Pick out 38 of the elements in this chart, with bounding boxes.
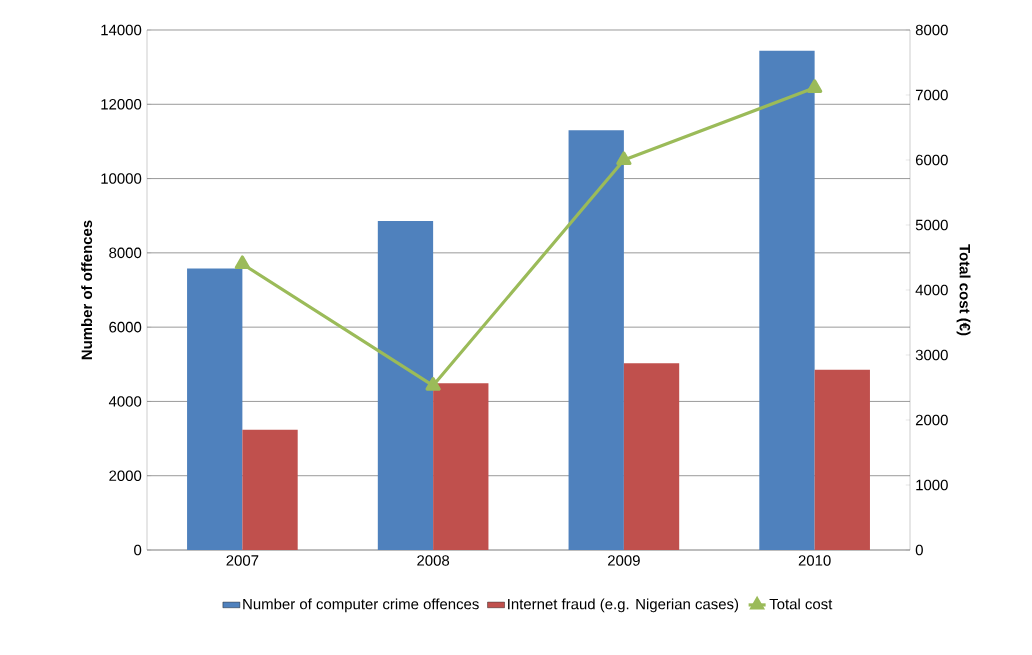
bar — [814, 369, 870, 550]
y2-tick-label: 4000 — [915, 284, 948, 296]
bar — [377, 220, 434, 550]
y2-tick-label: 8000 — [915, 24, 948, 36]
y2-tick-label: 6000 — [915, 154, 948, 166]
y-axis-title: Number of offences — [81, 220, 93, 360]
y2-tick-label: 1000 — [916, 479, 948, 491]
point — [425, 376, 441, 391]
bar — [187, 268, 243, 550]
y2-tick-label: 5000 — [915, 219, 948, 231]
x-tick-label: 2007 — [226, 555, 259, 566]
y2-tick-label: 3000 — [915, 349, 948, 361]
bar — [759, 50, 815, 550]
x-tick-label: 2008 — [417, 555, 450, 566]
point — [616, 151, 632, 166]
x-tick-label: 2010 — [798, 555, 831, 566]
y-tick-label: 6000 — [109, 321, 142, 333]
y-tick-label: 4000 — [108, 396, 142, 407]
y-tick-label: 12000 — [101, 98, 142, 110]
y2-tick-label: 0 — [915, 544, 923, 556]
bar — [623, 363, 680, 550]
bar — [242, 429, 298, 550]
bar — [568, 130, 624, 550]
y-tick-label: 2000 — [109, 470, 142, 481]
point — [234, 255, 251, 270]
y2-tick-label: 2000 — [915, 414, 948, 426]
y-tick-label: 8000 — [109, 247, 142, 259]
legend-label: Number of computer crime offences — [243, 598, 479, 613]
legend-label: Total cost — [769, 598, 833, 610]
bar — [433, 383, 489, 550]
y2-axis-title: Total cost (€) — [956, 244, 971, 336]
point — [806, 79, 823, 93]
y-tick-label: 14000 — [101, 24, 142, 36]
y-tick-label: 10000 — [101, 173, 142, 184]
y2-tick-label: 7000 — [915, 89, 948, 101]
y-tick-label: 0 — [134, 544, 142, 556]
x-tick-label: 2009 — [608, 555, 640, 566]
legend-label: Internet fraud (e.g. Nigerian cases) — [508, 598, 739, 613]
